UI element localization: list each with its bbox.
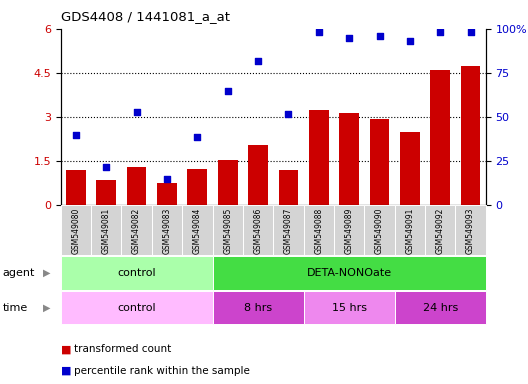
Text: transformed count: transformed count: [74, 344, 171, 354]
Point: [72, 132, 80, 138]
Point: [133, 109, 141, 115]
Bar: [97, 180, 116, 205]
Bar: [461, 66, 480, 205]
Text: DETA-NONOate: DETA-NONOate: [307, 268, 392, 278]
Bar: [127, 167, 146, 205]
Text: GSM549085: GSM549085: [223, 207, 232, 253]
Text: control: control: [117, 268, 156, 278]
Point: [466, 29, 475, 35]
Bar: [370, 119, 389, 205]
Text: GSM549082: GSM549082: [132, 207, 141, 253]
Bar: [430, 70, 450, 205]
Text: GSM549086: GSM549086: [253, 207, 262, 253]
Text: GSM549087: GSM549087: [284, 207, 293, 253]
Bar: [218, 160, 238, 205]
Text: GSM549090: GSM549090: [375, 207, 384, 254]
Text: GSM549084: GSM549084: [193, 207, 202, 253]
Bar: [279, 170, 298, 205]
Point: [284, 111, 293, 117]
Text: GSM549089: GSM549089: [345, 207, 354, 253]
Bar: [248, 145, 268, 205]
Bar: [157, 184, 177, 205]
Bar: [66, 170, 86, 205]
Bar: [340, 113, 359, 205]
Text: ■: ■: [61, 344, 75, 354]
Point: [375, 33, 384, 39]
Bar: [309, 110, 328, 205]
Point: [345, 35, 353, 41]
Point: [163, 176, 171, 182]
Text: 8 hrs: 8 hrs: [244, 303, 272, 313]
Text: ▶: ▶: [43, 303, 50, 313]
Text: GSM549083: GSM549083: [163, 207, 172, 253]
Text: agent: agent: [3, 268, 35, 278]
Text: GSM549093: GSM549093: [466, 207, 475, 254]
Text: time: time: [3, 303, 28, 313]
Text: ■: ■: [61, 366, 75, 376]
Point: [193, 134, 202, 140]
Text: 24 hrs: 24 hrs: [422, 303, 458, 313]
Bar: [187, 169, 207, 205]
Point: [102, 164, 110, 170]
Text: GSM549088: GSM549088: [314, 207, 323, 253]
Point: [254, 58, 262, 64]
Point: [436, 29, 445, 35]
Text: ▶: ▶: [43, 268, 50, 278]
Text: control: control: [117, 303, 156, 313]
Text: GDS4408 / 1441081_a_at: GDS4408 / 1441081_a_at: [61, 10, 230, 23]
Point: [315, 29, 323, 35]
Text: GSM549091: GSM549091: [406, 207, 414, 253]
Bar: [400, 132, 420, 205]
Point: [223, 88, 232, 94]
Text: percentile rank within the sample: percentile rank within the sample: [74, 366, 250, 376]
Text: GSM549092: GSM549092: [436, 207, 445, 253]
Text: 15 hrs: 15 hrs: [332, 303, 366, 313]
Point: [406, 38, 414, 44]
Text: GSM549081: GSM549081: [102, 207, 111, 253]
Text: GSM549080: GSM549080: [71, 207, 80, 253]
